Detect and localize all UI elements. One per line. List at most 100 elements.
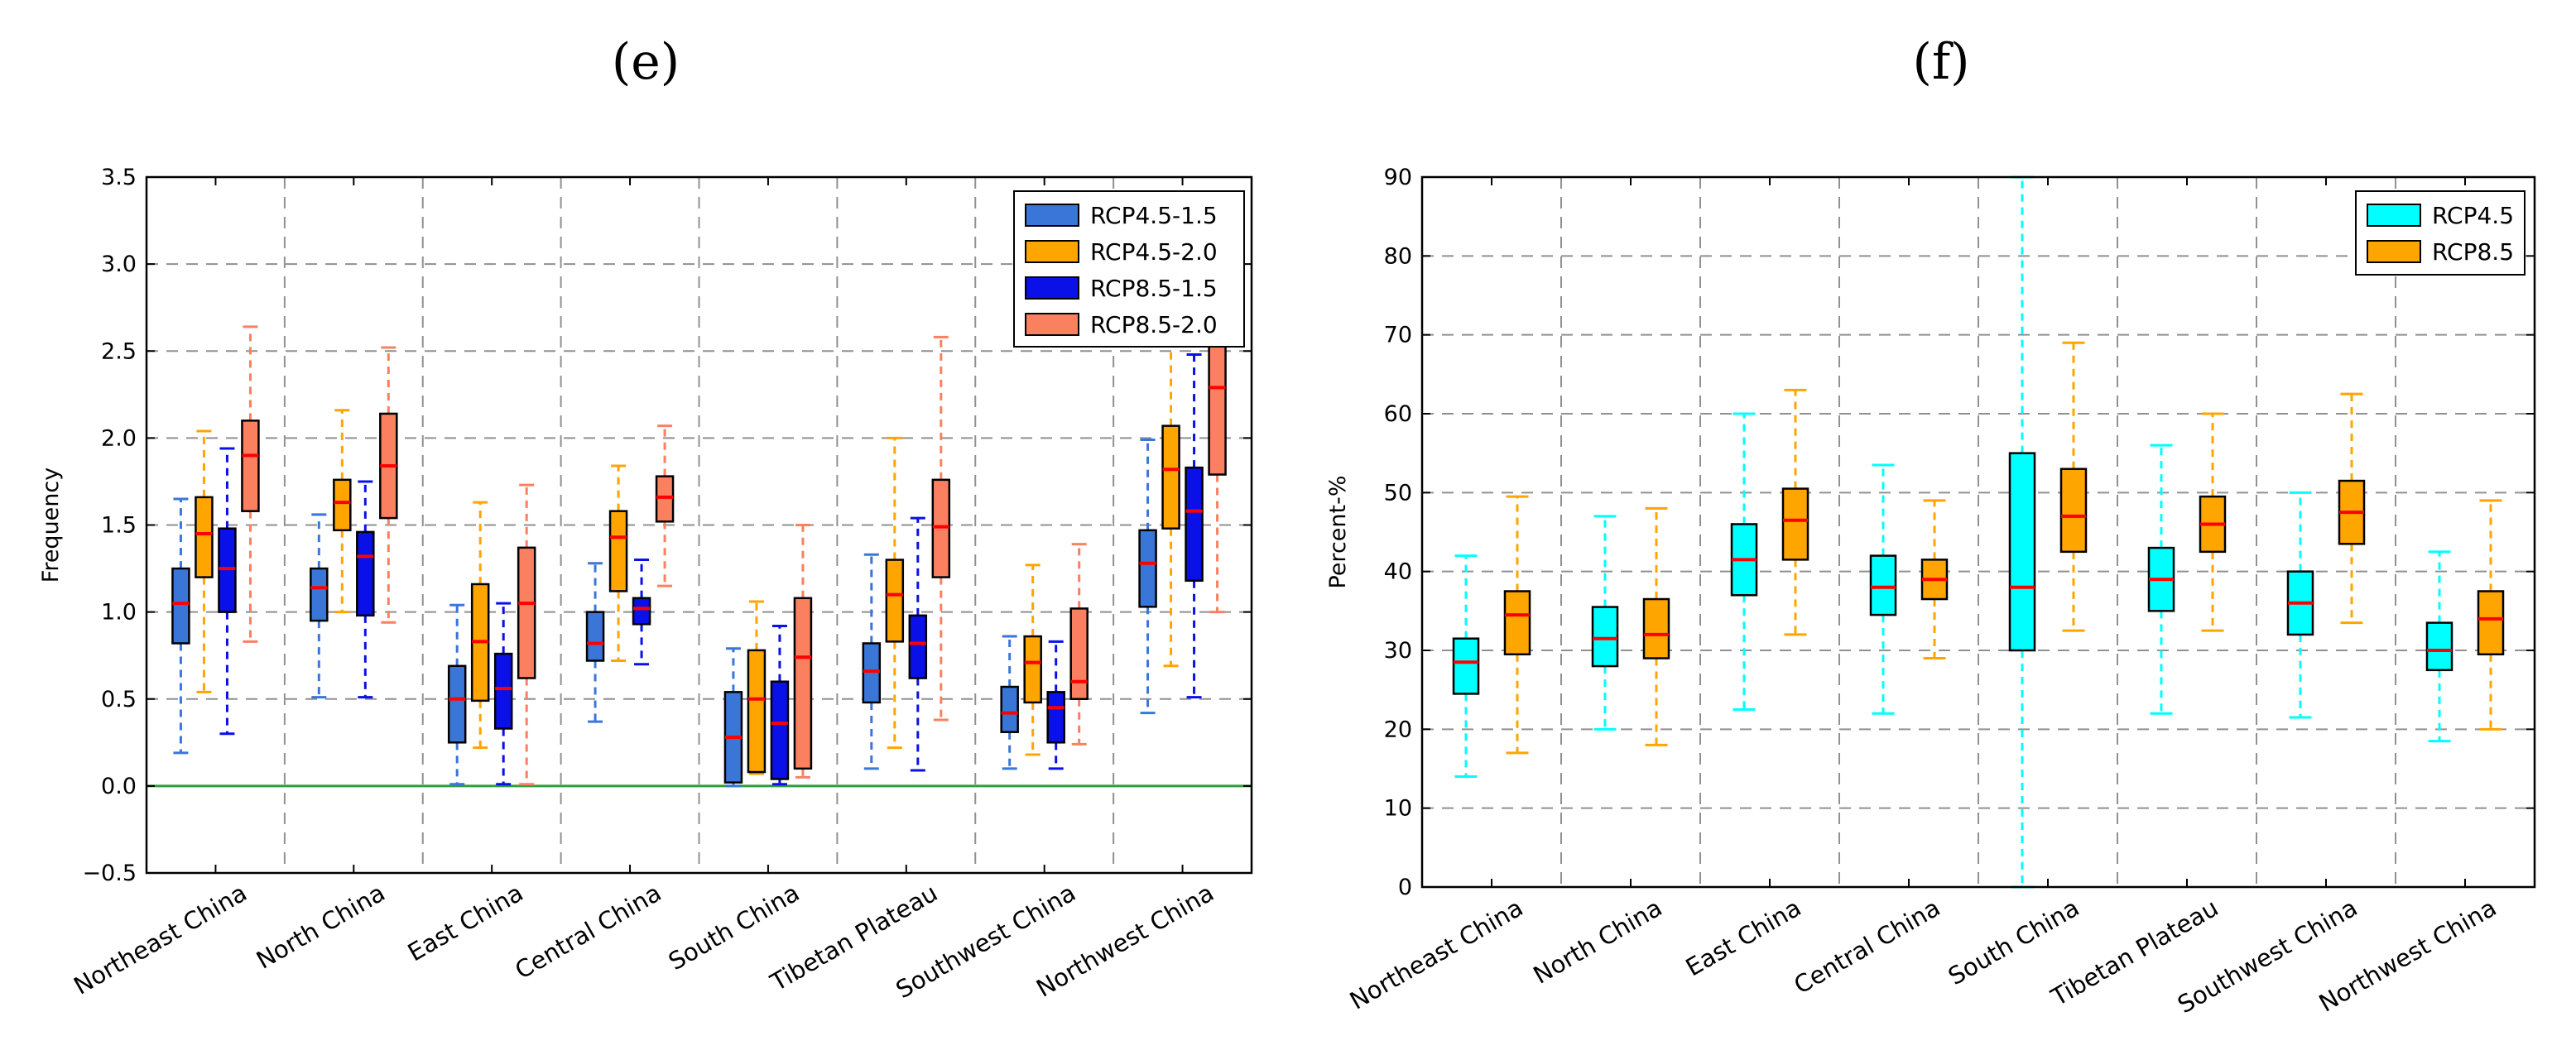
box-RCP8.5-2.0-Southwest China <box>1069 543 1089 746</box>
box-body <box>608 510 628 592</box>
box-RCP4.5-South China <box>2008 175 2036 889</box>
y-tick-label: 1.5 <box>101 513 137 539</box>
box-RCP8.5-Northwest China <box>2477 499 2505 731</box>
box-RCP4.5-2.0-Central China <box>608 464 628 662</box>
legend-entry: RCP8.5 <box>2432 238 2514 266</box>
box-RCP8.5-2.0-Northeast China <box>241 325 260 643</box>
box-RCP8.5-Central China <box>1920 499 1949 660</box>
box-RCP8.5-East China <box>1781 388 1809 636</box>
y-tick-label: 10 <box>1384 796 1412 822</box>
legend-entry: RCP4.5 <box>2432 202 2514 229</box>
y-tick-label: 2.5 <box>101 338 137 364</box>
x-tick-label: South China <box>664 879 805 976</box>
box-body <box>218 527 237 613</box>
box-RCP4.5-Southwest China <box>2286 491 2314 719</box>
plot-frame <box>1420 175 2536 889</box>
y-tick-label: 60 <box>1384 401 1412 427</box>
box-body <box>1208 332 1227 476</box>
y-tick-label: 0.0 <box>101 774 137 799</box>
x-tick-label: North China <box>252 879 390 975</box>
box-RCP4.5-2.0-South China <box>747 600 767 775</box>
box-RCP4.5-1.5-North China <box>310 513 329 699</box>
box-RCP4.5-2.0-East China <box>470 501 490 750</box>
box-body <box>585 611 605 662</box>
x-tick-label: South China <box>1944 894 2084 991</box>
box-RCP8.5-2.0-East China <box>517 483 536 786</box>
box-body <box>493 652 513 730</box>
box-body <box>1069 607 1089 700</box>
legend-entry: RCP8.5-2.0 <box>1090 311 1218 338</box>
legend: RCP4.5 RCP8.5 <box>2355 190 2526 276</box>
box-RCP4.5-1.5-Central China <box>585 562 605 723</box>
box-RCP4.5-North China <box>1591 515 1619 731</box>
legend-swatch <box>1025 240 1079 263</box>
box-body <box>356 530 375 617</box>
box-body <box>1869 554 1897 616</box>
box-body <box>1161 424 1180 530</box>
box-body <box>310 567 329 622</box>
y-tick-label: 0.5 <box>101 687 137 712</box>
box-RCP4.5-2.0-Southwest China <box>1023 563 1042 756</box>
box-RCP4.5-Northeast China <box>1452 554 1480 779</box>
box-RCP4.5-1.5-Northwest China <box>1138 438 1157 715</box>
x-tick-label: Central China <box>510 879 666 985</box>
x-tick-label: Central China <box>1789 894 1944 1000</box>
y-tick-label: 3.5 <box>101 165 137 190</box>
x-tick-label: North China <box>1529 894 1667 990</box>
box-RCP8.5-1.5-Northeast China <box>218 447 237 736</box>
x-tick-label: East China <box>403 879 528 967</box>
y-tick-label: 50 <box>1384 480 1412 506</box>
box-RCP4.5-2.0-Northeast China <box>195 429 214 693</box>
legend-swatch <box>2367 240 2421 263</box>
box-RCP4.5-1.5-East China <box>447 603 467 786</box>
box-RCP8.5-2.0-North China <box>379 346 398 624</box>
x-tick-label: Northeast China <box>1345 894 1528 1015</box>
box-body <box>908 614 928 679</box>
box-RCP4.5-Tibetan Plateau <box>2147 444 2175 715</box>
legend-entry: RCP4.5-1.5 <box>1090 202 1218 229</box>
box-body <box>1781 487 1809 561</box>
box-body <box>770 680 790 780</box>
box-body <box>195 496 214 578</box>
legend-swatch <box>1025 276 1079 300</box>
box-RCP8.5-1.5-East China <box>493 602 513 786</box>
box-RCP4.5-1.5-Northeast China <box>171 497 190 755</box>
legend-entry: RCP8.5-1.5 <box>1090 275 1218 302</box>
box-body <box>1000 685 1019 733</box>
box-body <box>931 478 951 578</box>
box-body <box>1046 691 1065 744</box>
box-body <box>1503 590 1531 656</box>
box-body <box>747 649 767 774</box>
box-RCP4.5-2.0-Tibetan Plateau <box>885 436 905 750</box>
box-body <box>2477 590 2505 656</box>
y-tick-label: 30 <box>1384 638 1412 664</box>
y-tick-label: 20 <box>1384 717 1412 742</box>
box-RCP8.5-North China <box>1642 506 1670 746</box>
box-RCP4.5-East China <box>1730 412 1758 711</box>
box-RCP8.5-1.5-North China <box>356 480 375 699</box>
box-body <box>1185 466 1204 583</box>
box-RCP4.5-1.5-Tibetan Plateau <box>862 553 882 770</box>
x-tick-label: Northeast China <box>69 879 252 1000</box>
legend-swatch <box>2367 204 2421 227</box>
box-RCP8.5-2.0-South China <box>793 524 813 779</box>
box-RCP8.5-Tibetan Plateau <box>2199 412 2227 632</box>
box-body <box>241 420 260 512</box>
y-axis-label: Percent-% <box>1325 476 1351 589</box>
y-tick-label: 70 <box>1384 323 1412 348</box>
y-tick-label: 40 <box>1384 559 1412 585</box>
box-body <box>1452 637 1480 695</box>
box-body <box>171 567 190 645</box>
box-body <box>885 559 905 643</box>
box-body <box>333 478 352 532</box>
box-RCP8.5-1.5-Southwest China <box>1046 640 1065 770</box>
x-tick-label: East China <box>1681 894 1806 982</box>
box-RCP8.5-South China <box>2059 341 2088 632</box>
box-body <box>632 597 651 626</box>
panel-e-label: (e) <box>612 33 680 91</box>
box-body <box>655 475 675 523</box>
box-body <box>1023 635 1042 704</box>
box-body <box>1591 606 1619 668</box>
box-RCP4.5-Northwest China <box>2425 550 2453 743</box>
